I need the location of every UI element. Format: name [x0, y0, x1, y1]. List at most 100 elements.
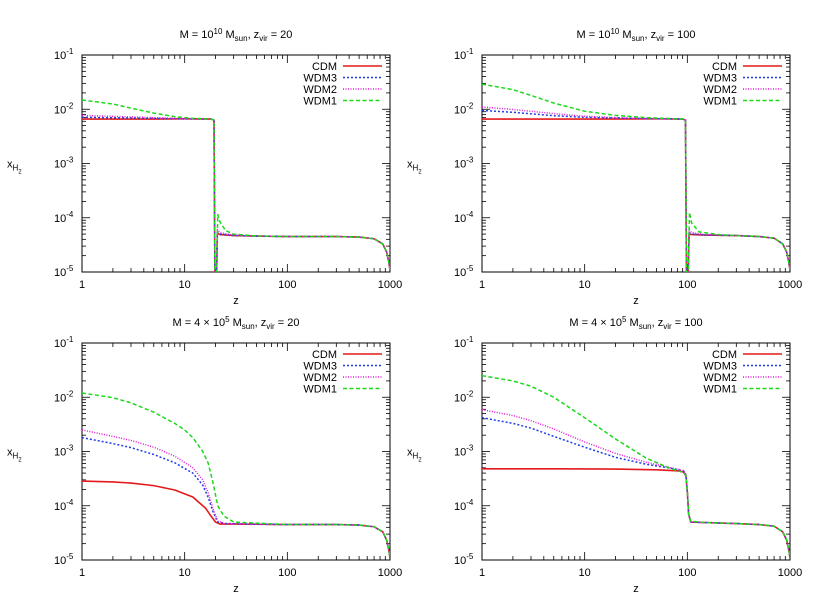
- legend-label: WDM3: [303, 73, 337, 85]
- title-text: , z: [248, 29, 260, 41]
- title-subscript: sun: [639, 322, 652, 331]
- y-tick-label: 10-4: [54, 498, 74, 513]
- plot-frame: [481, 342, 791, 561]
- plot-frame: [481, 54, 791, 273]
- title-text: , z: [652, 317, 664, 329]
- title-text: M: [619, 29, 631, 41]
- y-tick-label: 10-3: [54, 156, 74, 171]
- plot-frame: [81, 342, 391, 561]
- series-line-wdm2: [482, 106, 790, 272]
- title-text: = 100: [665, 29, 696, 41]
- y-tick-exponent: -5: [66, 552, 74, 561]
- chart-title: M = 1010 Msun, zvir = 20: [180, 27, 293, 43]
- y-axis-label: xH2: [7, 447, 22, 464]
- y-tick-base: 10: [454, 501, 466, 513]
- y-tick-exponent: -5: [466, 264, 474, 273]
- y-tick-label: 10-5: [454, 552, 474, 567]
- legend-label: WDM1: [703, 384, 737, 396]
- series-line-wdm1: [82, 392, 390, 558]
- chart-panel-1: M = 1010 Msun, zvir = 201 10 100 100010-510…: [7, 27, 402, 307]
- legend-label: CDM: [712, 349, 737, 361]
- title-text: = 100: [672, 317, 703, 329]
- y-tick-base: 10: [454, 447, 466, 459]
- y-tick-base: 10: [54, 50, 66, 62]
- y-axis-label-subsub: 2: [418, 170, 422, 176]
- y-tick-exponent: -3: [66, 444, 74, 453]
- series-line-wdm3: [82, 436, 390, 558]
- x-tick-label: 1: [79, 279, 85, 291]
- y-tick-base: 10: [54, 555, 66, 567]
- series-group: [482, 374, 790, 558]
- y-tick-label: 10-4: [54, 210, 74, 225]
- legend-label: WDM2: [703, 372, 737, 384]
- y-tick-base: 10: [54, 159, 66, 171]
- series-line-wdm2: [82, 114, 390, 272]
- title-subscript: vir: [266, 322, 275, 331]
- legend-label: WDM1: [303, 96, 337, 108]
- y-axis-label-sub: H: [413, 452, 419, 461]
- y-tick-exponent: -1: [466, 47, 474, 56]
- y-tick-base: 10: [54, 267, 66, 279]
- legend-label: CDM: [712, 61, 737, 73]
- y-tick-label: 10-1: [54, 335, 74, 350]
- x-tick-label: 1000: [778, 279, 802, 291]
- y-tick-base: 10: [54, 447, 66, 459]
- y-axis-label-main: x: [407, 447, 413, 459]
- y-tick-label: 10-3: [454, 156, 474, 171]
- series-line-wdm1: [82, 99, 390, 272]
- x-tick-label: 10: [179, 279, 191, 291]
- y-axis-label-sub: H: [13, 164, 19, 173]
- legend-label: WDM3: [703, 361, 737, 373]
- y-tick-exponent: -2: [466, 101, 474, 110]
- legend-label: WDM1: [303, 384, 337, 396]
- title-superscript: 5: [225, 315, 230, 324]
- title-subscript: sun: [632, 34, 645, 43]
- title-text: = 20: [268, 29, 293, 41]
- title-text: = 20: [275, 317, 300, 329]
- y-tick-exponent: -4: [66, 210, 74, 219]
- x-tick-label: 1000: [378, 567, 402, 579]
- y-axis-label-subsub: 2: [18, 458, 22, 464]
- x-tick-label: 100: [278, 567, 296, 579]
- y-tick-base: 10: [454, 50, 466, 62]
- series-line-cdm: [482, 467, 790, 558]
- y-tick-exponent: -4: [466, 210, 474, 219]
- title-subscript: vir: [663, 322, 672, 331]
- title-text: M = 4 × 10: [172, 317, 225, 329]
- y-tick-base: 10: [54, 213, 66, 225]
- y-axis-label: xH2: [407, 447, 422, 464]
- x-tick-label: 10: [179, 567, 191, 579]
- x-tick-label: 100: [678, 279, 696, 291]
- y-tick-label: 10-2: [454, 389, 474, 404]
- series-line-wdm3: [482, 109, 790, 272]
- y-tick-label: 10-2: [454, 101, 474, 116]
- x-tick-label: 1: [479, 279, 485, 291]
- y-tick-label: 10-1: [54, 47, 74, 62]
- y-tick-label: 10-1: [454, 47, 474, 62]
- title-text: M = 10: [180, 29, 214, 41]
- y-tick-exponent: -2: [66, 101, 74, 110]
- x-tick-label: 10: [579, 567, 591, 579]
- x-tick-label: 1000: [778, 567, 802, 579]
- series-group: [82, 99, 390, 272]
- y-tick-exponent: -3: [466, 444, 474, 453]
- y-tick-label: 10-3: [54, 444, 74, 459]
- series-line-cdm: [82, 118, 390, 272]
- chart-panel-4: M = 4 × 105 Msun, zvir = 100 1 10 100 1000 10…: [407, 315, 802, 595]
- y-axis-label-main: x: [7, 447, 13, 459]
- title-text: M = 4 × 10: [569, 317, 622, 329]
- y-tick-exponent: -3: [66, 156, 74, 165]
- chart-title: M = 4 × 105 Msun, zvir = 100: [569, 315, 702, 331]
- y-axis-label-main: x: [7, 159, 13, 171]
- x-tick-label: 100: [678, 567, 696, 579]
- x-axis-label: z: [233, 583, 239, 595]
- y-tick-exponent: -1: [66, 335, 74, 344]
- title-superscript: 10: [610, 27, 619, 36]
- y-tick-base: 10: [454, 392, 466, 404]
- series-line-wdm2: [82, 429, 390, 558]
- y-axis-label-sub: H: [413, 164, 419, 173]
